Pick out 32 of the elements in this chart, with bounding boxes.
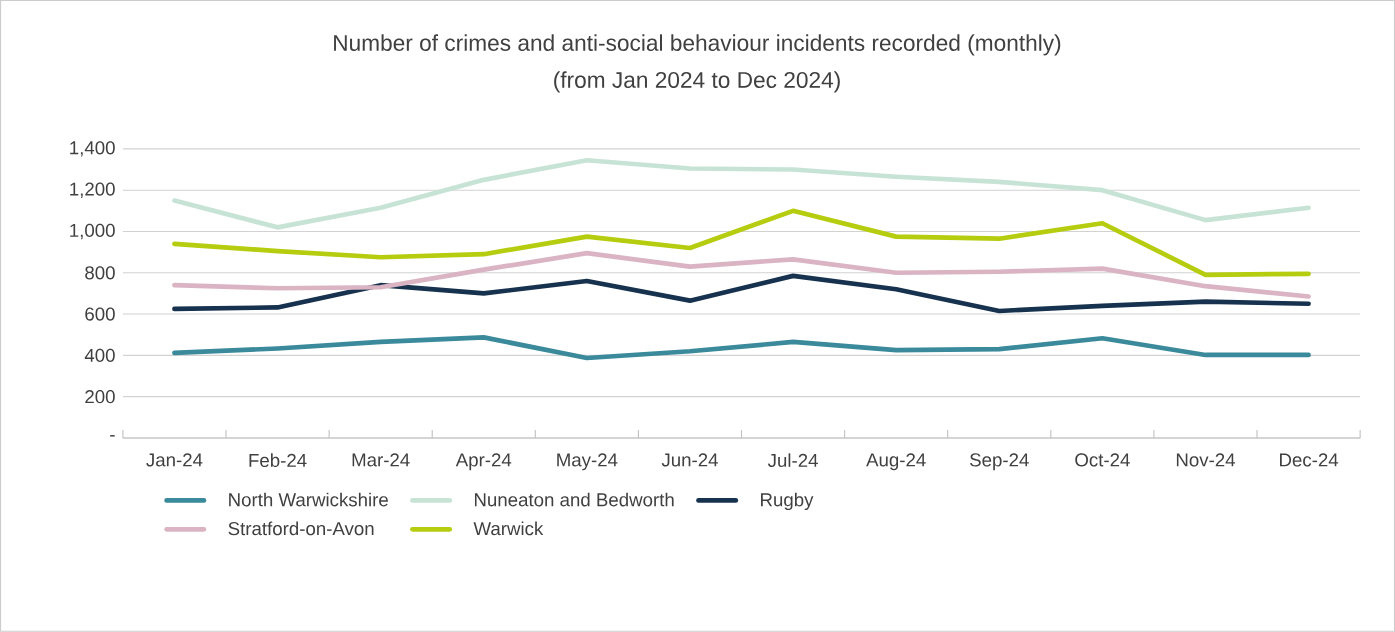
legend-label: Nuneaton and Bedworth (474, 492, 674, 507)
line-series (172, 273, 1311, 314)
x-tick-label: Jul-24 (767, 453, 818, 468)
line-series (172, 208, 1311, 278)
x-tick-label: Feb-24 (249, 453, 307, 468)
y-tick-label: 1,400 (70, 141, 115, 157)
legend-label: Warwick (473, 521, 544, 536)
y-tick-label: 1,000 (70, 223, 115, 240)
legend-label: Stratford-on-Avon (228, 521, 374, 536)
legend-label: Rugby (761, 492, 814, 511)
x-tick-label: Mar-24 (352, 453, 410, 467)
line-series (172, 250, 1311, 299)
y-tick-label: 400 (84, 348, 115, 363)
y-tick-label: - (110, 435, 115, 437)
x-tick-label: Sep-24 (970, 453, 1029, 471)
x-tick-label: Apr-24 (455, 453, 512, 471)
x-tick-label: Aug-24 (866, 453, 926, 471)
x-tick-label: Oct-24 (1075, 453, 1130, 467)
x-tick-label: Jun-24 (661, 453, 718, 467)
y-tick-label: 1,200 (70, 182, 115, 198)
y-tick-label: 800 (85, 266, 115, 280)
legend-label: North Warwickshire (229, 492, 388, 507)
line-series (172, 335, 1311, 361)
x-tick-label: May-24 (557, 453, 618, 471)
x-tick-label: Dec-24 (1280, 453, 1339, 467)
line-series (172, 157, 1311, 230)
y-tick-label: 200 (85, 390, 115, 404)
y-tick-label: 600 (85, 307, 115, 321)
x-tick-label: Nov-24 (1176, 453, 1236, 467)
chart-subtitle: (from Jan 2024 to Dec 2024) (554, 71, 840, 93)
chart-title: Number of crimes and anti-social behaviour incidents recorded (monthly) (334, 34, 1061, 56)
x-tick-label: Jan-24 (146, 453, 203, 467)
